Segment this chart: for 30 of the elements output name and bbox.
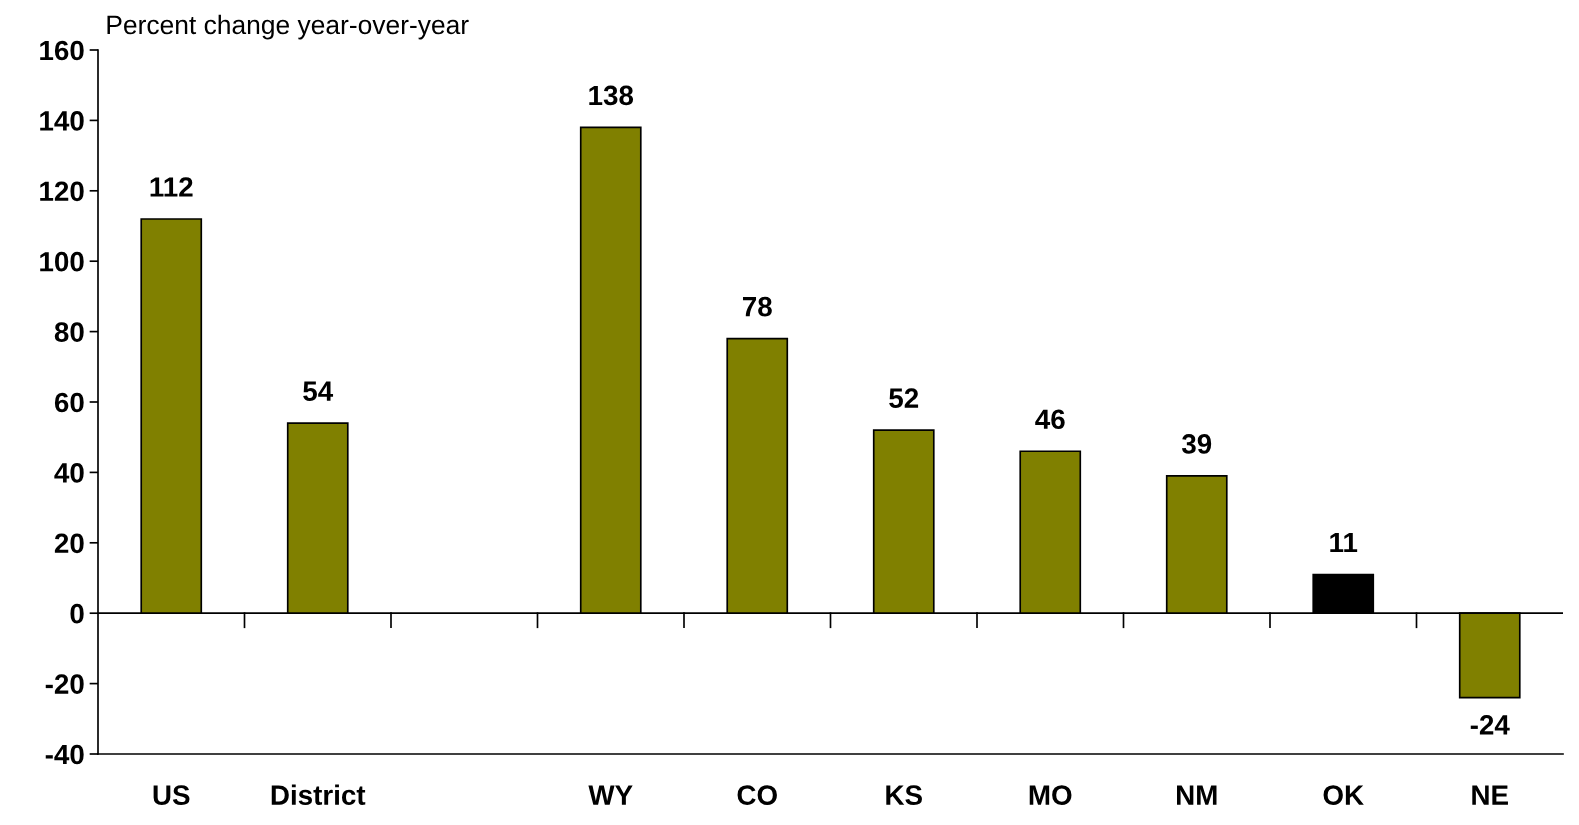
y-tick-label: 80 (54, 322, 84, 342)
data-label: 46 (1035, 409, 1065, 430)
data-label: 39 (1181, 434, 1212, 454)
data-label: 52 (889, 388, 919, 408)
y-tick-label: 60 (54, 392, 84, 413)
x-tick-label: KS (886, 785, 922, 805)
data-label: 54 (303, 381, 334, 401)
y-axis-title: Percent change year-over-year (107, 14, 469, 40)
y-tick-label: 140 (40, 111, 84, 131)
y-tick-label: -40 (45, 744, 84, 765)
y-tick-label: 0 (70, 603, 84, 624)
y-tick-label: 100 (40, 251, 84, 272)
x-tick-label: CO (737, 785, 777, 805)
data-label: 11 (1330, 532, 1358, 553)
x-tick-label: NM (1177, 785, 1217, 805)
x-tick-label: US (153, 785, 190, 805)
x-tick-label: WY (588, 785, 633, 805)
x-tick-label: MO (1029, 785, 1072, 805)
data-label: 112 (150, 177, 193, 197)
x-tick-label: NE (1472, 785, 1508, 805)
data-label: 138 (589, 85, 634, 106)
data-label: 78 (743, 296, 772, 317)
y-tick-label: 160 (40, 40, 84, 61)
y-tick-label: -20 (45, 674, 84, 694)
data-label: -24 (1470, 715, 1510, 735)
x-tick-label: District (271, 784, 366, 805)
y-tick-label: 40 (54, 463, 84, 483)
y-tick-label: 120 (40, 181, 84, 202)
x-tick-label: OK (1323, 785, 1364, 805)
y-tick-label: 20 (54, 533, 84, 554)
